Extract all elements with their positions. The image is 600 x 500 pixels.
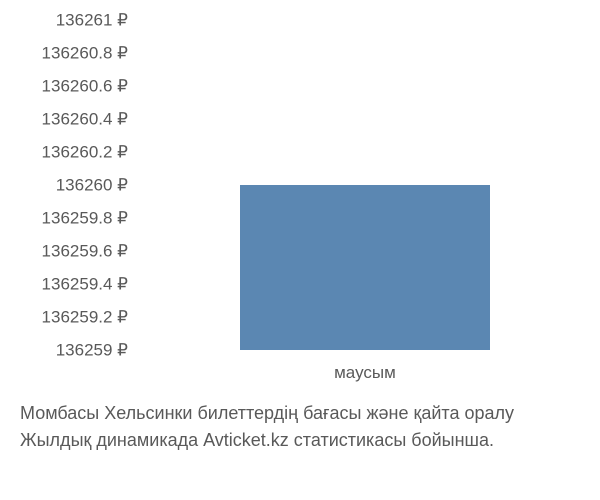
y-tick-label: 136260.4 ₽ [8, 111, 128, 128]
y-tick-label: 136260.6 ₽ [8, 78, 128, 95]
y-tick-label: 136260 ₽ [8, 177, 128, 194]
y-tick-label: 136260.8 ₽ [8, 45, 128, 62]
y-tick-label: 136260.2 ₽ [8, 144, 128, 161]
caption-line-1: Момбасы Хельсинки билеттердің бағасы жән… [20, 403, 514, 423]
y-tick-label: 136259.4 ₽ [8, 276, 128, 293]
y-tick-label: 136259 ₽ [8, 342, 128, 359]
caption-line-2: Жылдық динамикада Avticket.kz статистика… [20, 430, 494, 450]
x-tick-label: маусым [334, 364, 396, 381]
y-tick-label: 136259.8 ₽ [8, 210, 128, 227]
price-chart: 136261 ₽ 136260.8 ₽ 136260.6 ₽ 136260.4 ₽ 13… [0, 0, 600, 500]
y-tick-label: 136261 ₽ [8, 12, 128, 29]
y-tick-label: 136259.6 ₽ [8, 243, 128, 260]
plot-area [132, 20, 580, 350]
y-tick-label: 136259.2 ₽ [8, 309, 128, 326]
chart-caption: Момбасы Хельсинки билеттердің бағасы жән… [20, 400, 580, 454]
bar [240, 185, 491, 350]
